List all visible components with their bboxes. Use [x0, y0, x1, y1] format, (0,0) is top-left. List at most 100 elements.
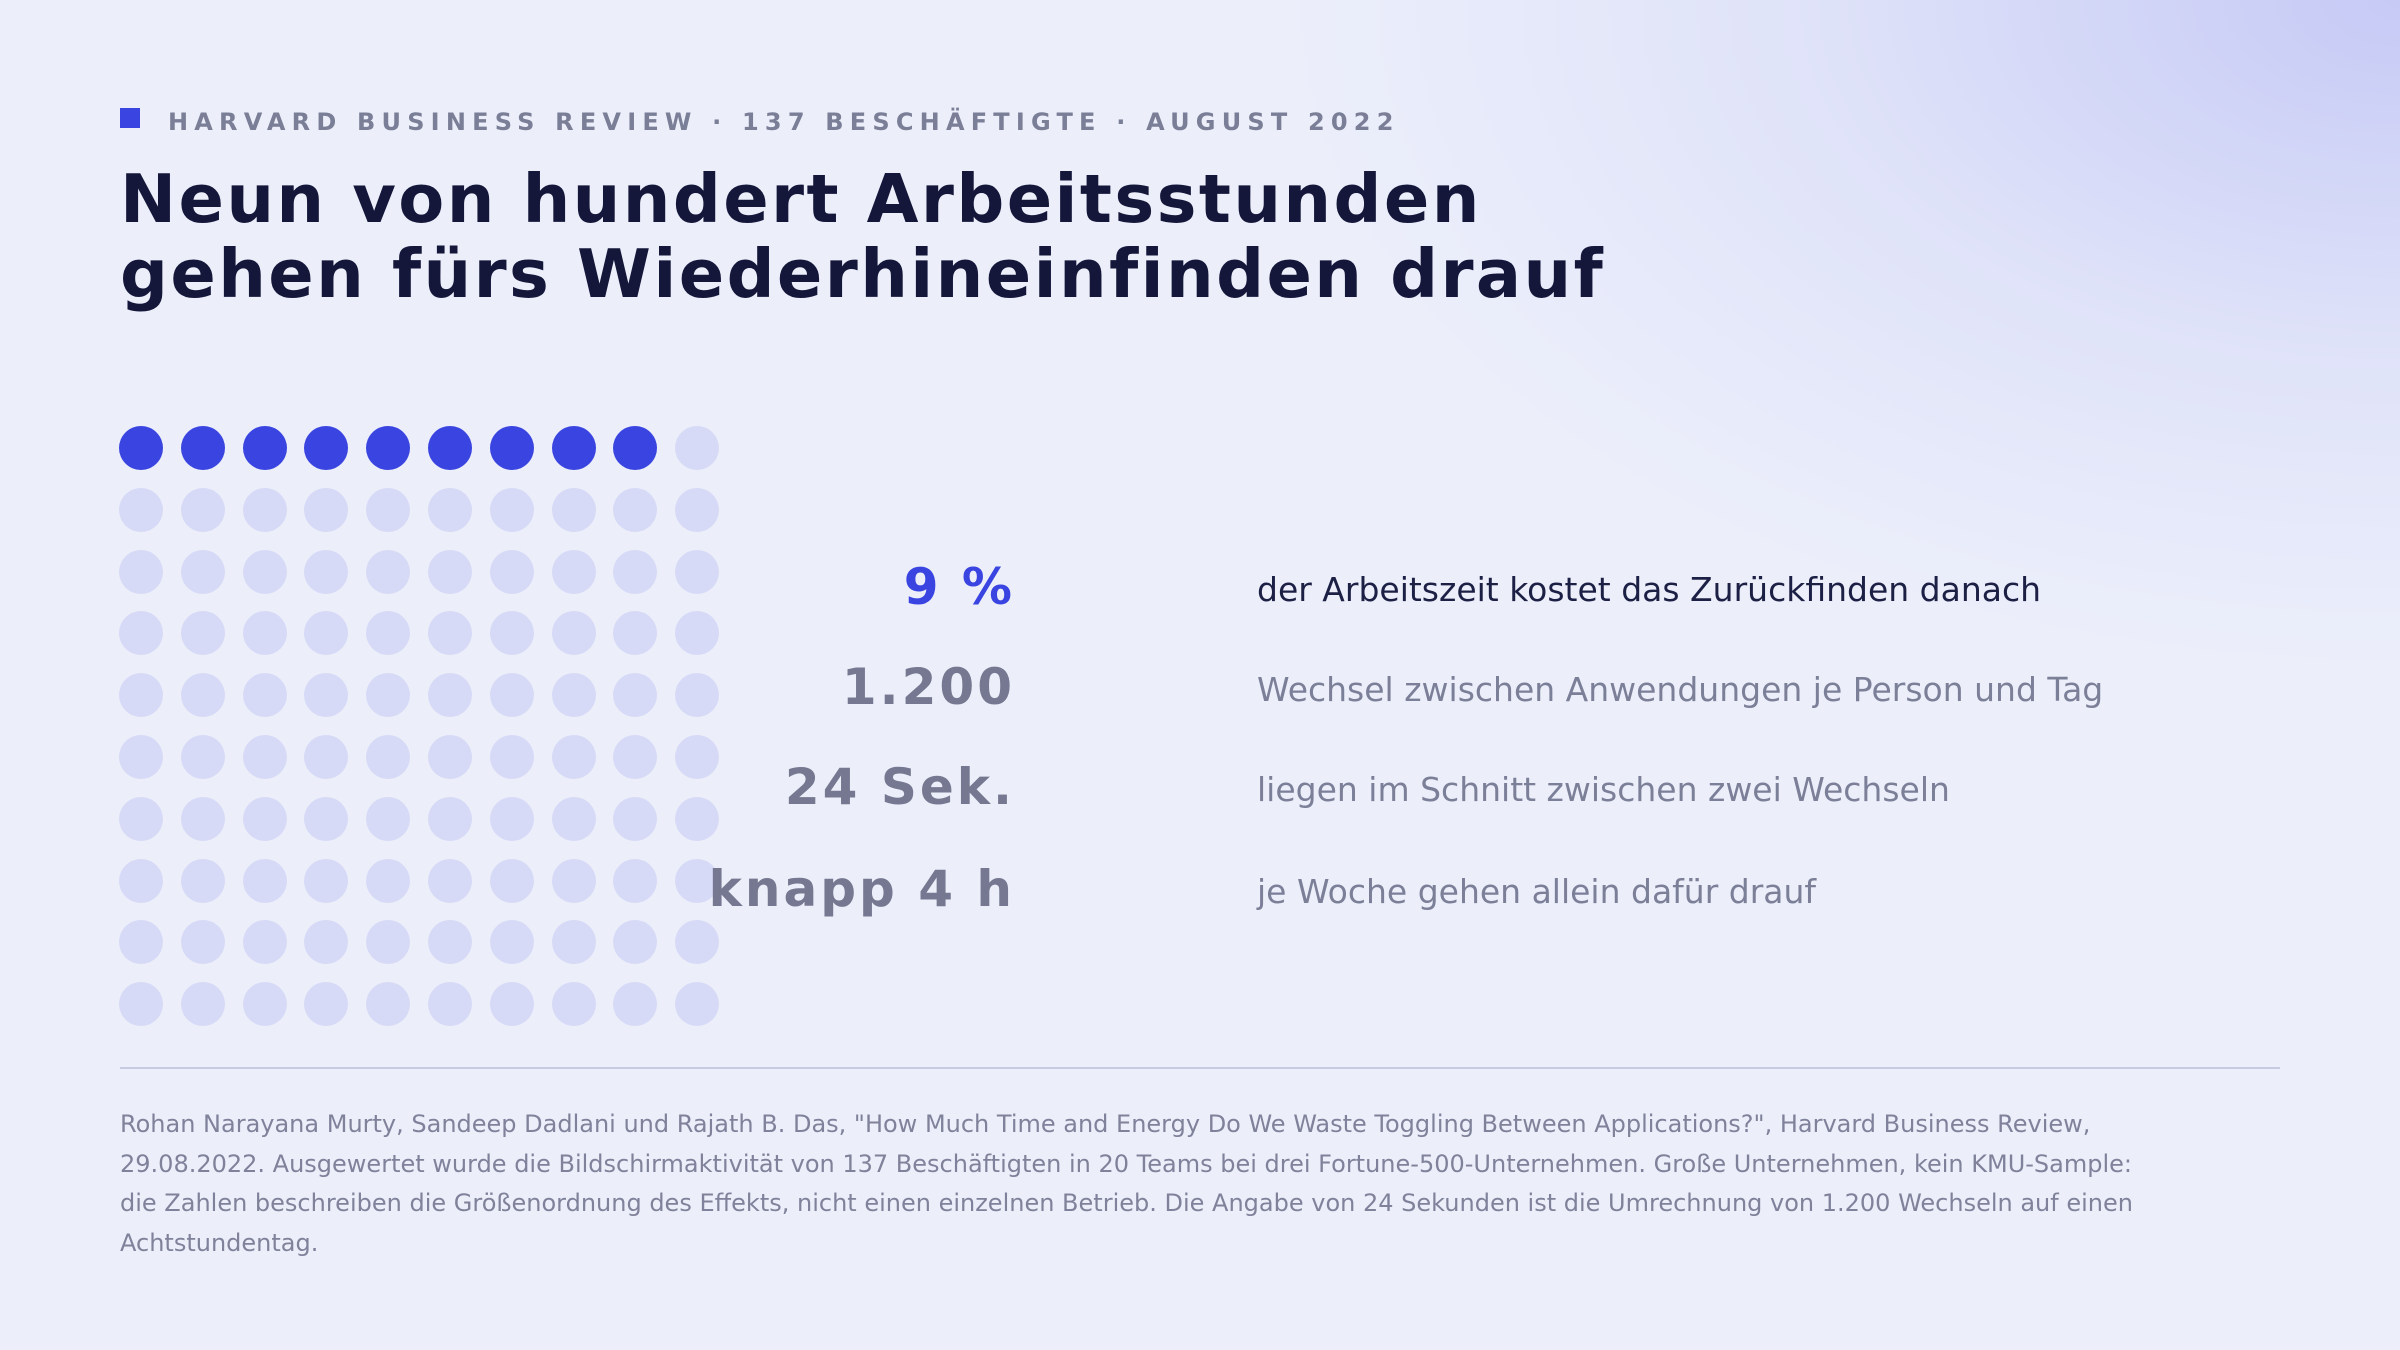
dot-empty	[675, 673, 719, 717]
dot-filled	[119, 426, 163, 470]
dot-empty	[304, 735, 348, 779]
dot-filled	[428, 426, 472, 470]
dot-empty	[181, 859, 225, 903]
dot-empty	[119, 920, 163, 964]
eyebrow: HARVARD BUSINESS REVIEW · 137 BESCHÄFTIG…	[120, 104, 1400, 140]
dot-empty	[490, 920, 534, 964]
dot-empty	[366, 982, 410, 1026]
stat-value: knapp 4 h	[708, 860, 1015, 918]
dot-empty	[490, 797, 534, 841]
dot-empty	[428, 488, 472, 532]
dot-empty	[119, 673, 163, 717]
stat-row-seconds: 24 Sek. liegen im Schnitt zwischen zwei …	[785, 740, 2180, 820]
dot-empty	[428, 735, 472, 779]
dot-empty	[490, 611, 534, 655]
dot-empty	[181, 550, 225, 594]
dot-empty	[675, 920, 719, 964]
title-line-1: Neun von hundert Arbeitsstunden	[120, 160, 1482, 238]
dot-empty	[366, 797, 410, 841]
dot-empty	[366, 673, 410, 717]
dot-empty	[243, 735, 287, 779]
dot-empty	[119, 797, 163, 841]
dot-empty	[675, 611, 719, 655]
dot-empty	[490, 735, 534, 779]
stat-label: Wechsel zwischen Anwendungen je Person u…	[1257, 670, 2104, 709]
stat-row-percent: 9 % der Arbeitszeit kostet das Zurückfin…	[800, 540, 2180, 620]
dot-empty	[675, 488, 719, 532]
source-note: Rohan Narayana Murty, Sandeep Dadlani un…	[120, 1105, 2300, 1263]
dot-empty	[366, 611, 410, 655]
source-line: 29.08.2022. Ausgewertet wurde die Bildsc…	[120, 1149, 2133, 1178]
stat-label: der Arbeitszeit kostet das Zurückfinden …	[1257, 570, 2042, 609]
dot-empty	[243, 859, 287, 903]
dot-empty	[552, 488, 596, 532]
dot-empty	[675, 550, 719, 594]
dot-empty	[304, 611, 348, 655]
dot-empty	[552, 611, 596, 655]
dot-empty	[243, 982, 287, 1026]
source-line: die Zahlen beschreiben die Größenordnung…	[120, 1189, 2133, 1217]
dot-empty	[490, 859, 534, 903]
divider	[120, 1067, 2280, 1069]
dot-empty	[181, 735, 225, 779]
dot-empty	[366, 550, 410, 594]
dot-empty	[675, 797, 719, 841]
dot-empty	[490, 488, 534, 532]
stat-value: 9 %	[903, 558, 1015, 616]
dot-empty	[613, 735, 657, 779]
dot-empty	[428, 859, 472, 903]
dot-empty	[490, 982, 534, 1026]
dot-empty	[119, 735, 163, 779]
dot-empty	[243, 797, 287, 841]
stat-row-hours: knapp 4 h je Woche gehen allein dafür dr…	[709, 842, 2180, 922]
dot-empty	[552, 797, 596, 841]
dot-filled	[181, 426, 225, 470]
dot-empty	[181, 673, 225, 717]
page-title: Neun von hundert Arbeitsstunden gehen fü…	[120, 162, 1820, 312]
stat-value: 24 Sek.	[784, 758, 1015, 816]
dot-filled	[613, 426, 657, 470]
dot-empty	[119, 611, 163, 655]
dot-empty	[366, 859, 410, 903]
source-line: Rohan Narayana Murty, Sandeep Dadlani un…	[120, 1110, 2091, 1138]
source-line: Achtstundentag.	[120, 1228, 319, 1257]
dot-empty	[181, 920, 225, 964]
dot-empty	[366, 735, 410, 779]
dot-empty	[428, 550, 472, 594]
dot-empty	[304, 673, 348, 717]
dot-empty	[243, 550, 287, 594]
dot-filled	[304, 426, 348, 470]
dot-empty	[366, 920, 410, 964]
dot-empty	[552, 859, 596, 903]
dot-empty	[304, 982, 348, 1026]
dot-empty	[613, 920, 657, 964]
dot-empty	[613, 859, 657, 903]
dot-empty	[552, 982, 596, 1026]
dot-empty	[428, 920, 472, 964]
stat-label: liegen im Schnitt zwischen zwei Wechseln	[1257, 770, 1950, 809]
dot-empty	[428, 797, 472, 841]
dot-empty	[428, 673, 472, 717]
dot-empty	[613, 488, 657, 532]
dot-empty	[552, 550, 596, 594]
dot-empty	[119, 859, 163, 903]
stat-row-switches: 1.200 Wechsel zwischen Anwendungen je Pe…	[800, 640, 2180, 720]
dot-empty	[428, 982, 472, 1026]
dot-empty	[366, 488, 410, 532]
dot-empty	[613, 673, 657, 717]
dot-empty	[119, 550, 163, 594]
stat-value: 1.200	[841, 658, 1015, 716]
dot-filled	[490, 426, 534, 470]
dot-empty	[243, 611, 287, 655]
dot-empty	[428, 611, 472, 655]
dot-empty	[613, 982, 657, 1026]
dot-empty	[490, 673, 534, 717]
dot-empty	[552, 735, 596, 779]
stat-label: je Woche gehen allein dafür drauf	[1257, 872, 1817, 911]
dot-empty	[675, 426, 719, 470]
dot-empty	[304, 920, 348, 964]
dot-empty	[119, 982, 163, 1026]
dot-empty	[243, 488, 287, 532]
accent-square-icon	[120, 108, 140, 128]
dot-empty	[675, 735, 719, 779]
